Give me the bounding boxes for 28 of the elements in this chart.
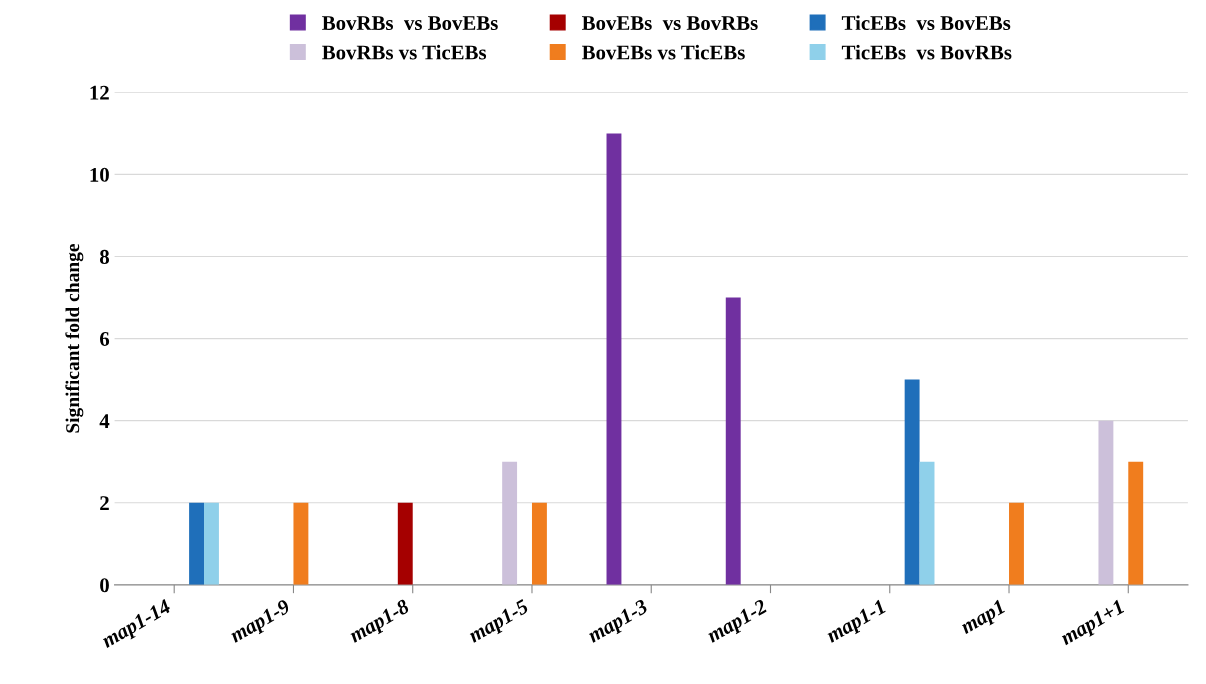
y-tick-label: 6 xyxy=(100,332,110,347)
bar xyxy=(1098,420,1114,585)
y-axis-title: Significant fold change xyxy=(65,244,84,433)
y-tick-label: 0 xyxy=(100,578,109,593)
legend-label: BovRBs vs BovEBs xyxy=(322,16,498,31)
bar xyxy=(725,297,741,585)
bar xyxy=(919,461,935,585)
bar xyxy=(189,502,205,585)
bar xyxy=(904,379,920,585)
bar xyxy=(293,502,309,585)
y-tick-label: 12 xyxy=(90,85,109,100)
x-tick-label: map1 xyxy=(959,599,1008,638)
y-tick-label: 8 xyxy=(99,249,110,264)
bar xyxy=(606,133,622,585)
y-tick-label: 10 xyxy=(90,167,109,182)
bar xyxy=(204,502,219,585)
bar xyxy=(1128,461,1144,585)
y-tick-label: 2 xyxy=(100,496,109,510)
legend-label: TicEBs vs BovRBs xyxy=(841,44,1012,60)
legend-label: TicEBs vs BovEBs xyxy=(841,15,1011,31)
bar xyxy=(397,502,413,585)
legend-label: BovEBs vs BovRBs xyxy=(582,16,758,31)
legend-label: BovRBs vs TicEBs xyxy=(322,44,487,60)
bar xyxy=(531,502,547,585)
bar xyxy=(502,461,518,585)
bar xyxy=(1009,502,1024,585)
y-tick-label: 4 xyxy=(99,414,110,428)
legend-label: BovEBs vs TicEBs xyxy=(582,44,745,60)
